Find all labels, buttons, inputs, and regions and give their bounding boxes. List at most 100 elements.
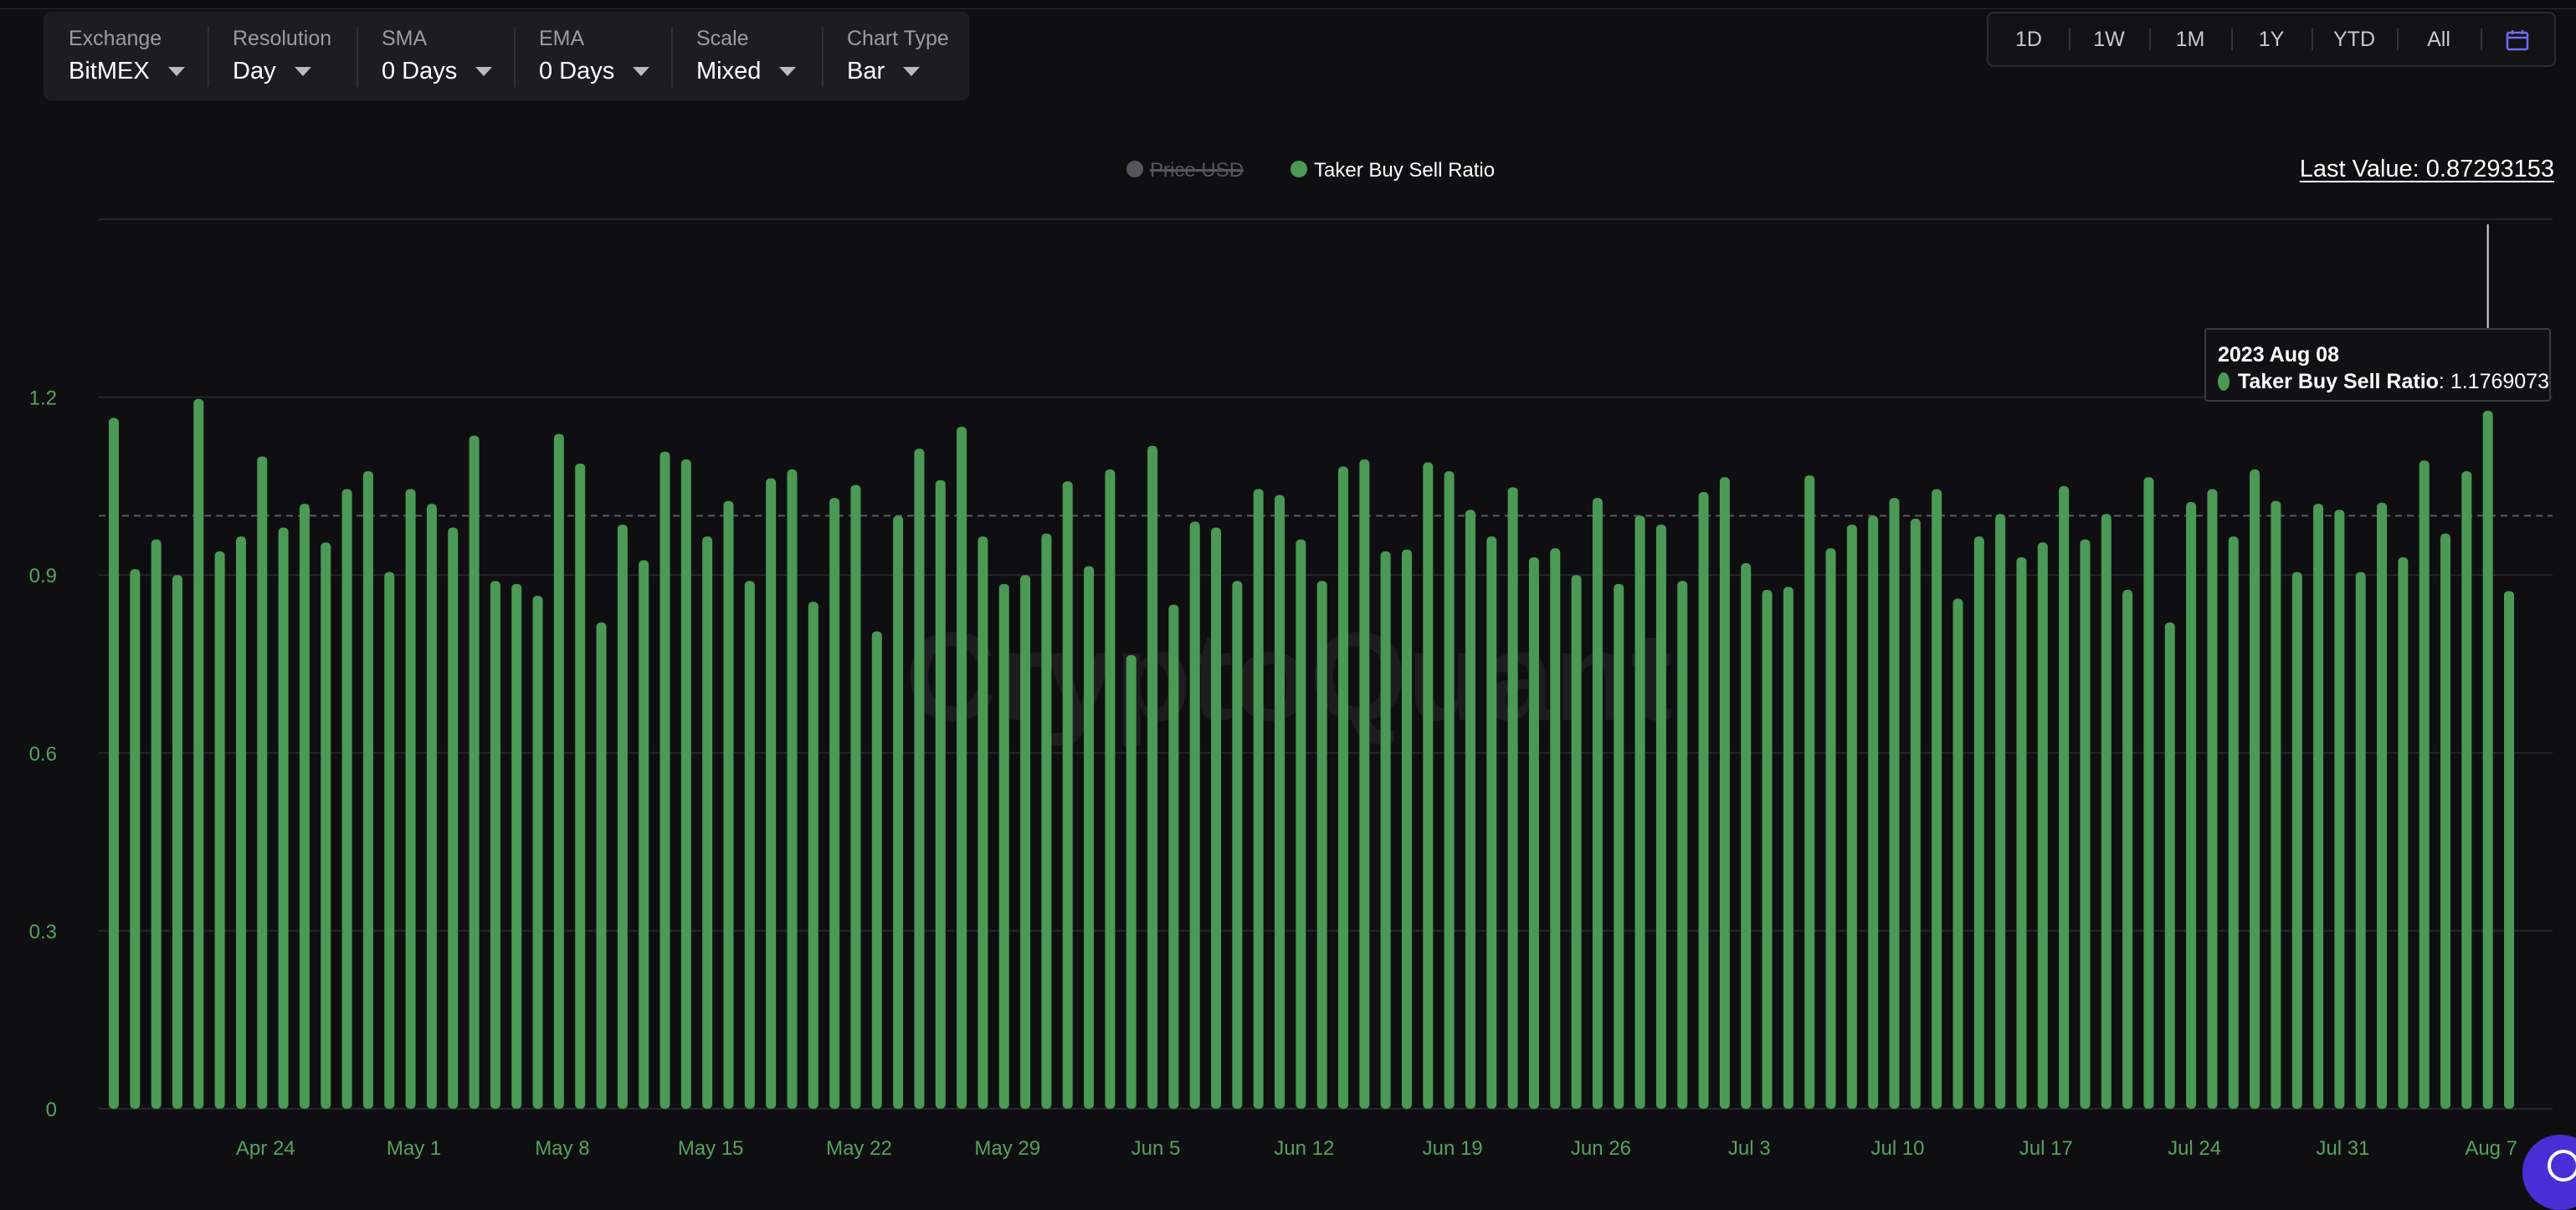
caret-down-icon [903, 66, 921, 76]
x-tick-label: Jul 3 [1728, 1137, 1771, 1160]
bar [2461, 471, 2472, 1109]
bar [1507, 487, 1518, 1109]
range-ytd-button[interactable]: YTD [2312, 13, 2397, 65]
bar [998, 583, 1009, 1109]
bar [1910, 518, 1921, 1109]
caret-down-icon [167, 66, 185, 76]
range-1y-button[interactable]: 1Y [2231, 13, 2312, 65]
bar [2228, 536, 2239, 1109]
bar [1359, 459, 1370, 1109]
bar [1465, 510, 1475, 1109]
bar [1550, 548, 1561, 1109]
bar [1719, 477, 1730, 1109]
bar [1804, 475, 1815, 1109]
y-axis-ticks: 0 0.3 0.6 0.9 1.2 [29, 387, 57, 1121]
x-tick-label: Jun 12 [1274, 1137, 1334, 1160]
bar [1953, 598, 1963, 1109]
sma-value: 0 Days [382, 58, 458, 85]
bar [193, 398, 204, 1109]
legend-dot-disabled-icon [1126, 161, 1143, 177]
bar [2355, 572, 2366, 1109]
bar [1253, 489, 1264, 1109]
bar [2164, 622, 2175, 1109]
bar [1889, 498, 1900, 1109]
series-dot-icon [2218, 372, 2230, 391]
scale-select[interactable]: Scale Mixed [671, 12, 822, 100]
bar [172, 575, 182, 1109]
window-top-border [0, 0, 2576, 9]
bar [341, 489, 352, 1109]
bar [321, 542, 331, 1109]
x-tick-label: May 1 [387, 1137, 441, 1160]
bar [575, 463, 586, 1109]
tooltip-date: 2023 Aug 08 [2218, 343, 2339, 367]
bar [299, 504, 310, 1109]
y-tick-label: 1.2 [29, 387, 57, 410]
bar [532, 596, 543, 1109]
bar [808, 602, 818, 1109]
x-tick-label: May 22 [826, 1137, 892, 1160]
bar [702, 536, 713, 1109]
bar [405, 489, 416, 1109]
bar [1634, 515, 1645, 1109]
x-tick-label: Jul 31 [2316, 1137, 2369, 1160]
cryptoquant-watermark: CryptoQuant [906, 606, 1673, 746]
bar [511, 583, 522, 1109]
bar [893, 515, 904, 1109]
bar [1147, 445, 1158, 1109]
bar [2504, 591, 2514, 1109]
exchange-select[interactable]: Exchange BitMEX [44, 12, 208, 100]
last-value-link[interactable]: Last Value: 0.87293153 [2299, 156, 2554, 182]
bar [2186, 502, 2197, 1109]
bar [1528, 556, 1539, 1109]
bar [2080, 539, 2091, 1109]
scale-value: Mixed [696, 58, 762, 85]
y-tick-label: 0.6 [29, 743, 57, 766]
bar [2271, 500, 2281, 1109]
chart-legend: Price USD Taker Buy Sell Ratio [1126, 159, 1495, 182]
caret-down-icon [779, 66, 797, 76]
exchange-value: BitMEX [69, 58, 150, 85]
bar [2313, 504, 2324, 1109]
bar [1168, 604, 1179, 1109]
range-1w-button[interactable]: 1W [2069, 13, 2149, 65]
bar [1825, 548, 1836, 1109]
x-axis-ticks: Apr 24 May 1 May 8 May 15 May 22 May 29 Jun 5 J… [236, 1137, 2517, 1160]
bar [2016, 556, 2027, 1109]
bar [1423, 462, 1434, 1109]
bar [384, 572, 395, 1109]
bar [639, 560, 649, 1109]
chart-type-select[interactable]: Chart Type Bar [822, 12, 969, 100]
y-tick-label: 0.3 [29, 920, 57, 943]
chart-type-value: Bar [847, 58, 885, 85]
sma-select[interactable]: SMA 0 Days [357, 12, 514, 100]
bar [829, 498, 840, 1109]
bar [1041, 533, 1052, 1109]
x-tick-label: Jul 24 [2168, 1137, 2221, 1160]
range-1m-button[interactable]: 1M [2149, 13, 2231, 65]
bar [850, 485, 861, 1109]
bar [2250, 469, 2260, 1109]
sma-label: SMA [382, 27, 428, 50]
legend-item-ratio: Taker Buy Sell Ratio [1314, 159, 1495, 182]
bar [1741, 563, 1752, 1109]
ema-select[interactable]: EMA 0 Days [514, 12, 671, 100]
bar [2059, 485, 2070, 1109]
x-tick-label: Jun 19 [1423, 1137, 1483, 1160]
y-tick-label: 0.9 [29, 565, 57, 587]
tooltip-value: : 1.1769073 [2438, 370, 2549, 393]
calendar-button[interactable] [2481, 13, 2554, 65]
tooltip-series-name: Taker Buy Sell Ratio [2238, 370, 2439, 393]
bar [151, 539, 162, 1109]
range-all-button[interactable]: All [2397, 13, 2481, 65]
bar [1783, 587, 1793, 1109]
resolution-select[interactable]: Resolution Day [208, 12, 357, 100]
bar [1380, 551, 1391, 1109]
bar [1762, 589, 1773, 1109]
bar [130, 569, 141, 1109]
resolution-label: Resolution [233, 27, 332, 50]
bar [1614, 583, 1624, 1109]
range-1d-button[interactable]: 1D [2015, 28, 2042, 51]
x-tick-label: May 29 [974, 1137, 1040, 1160]
bar [2334, 510, 2345, 1109]
